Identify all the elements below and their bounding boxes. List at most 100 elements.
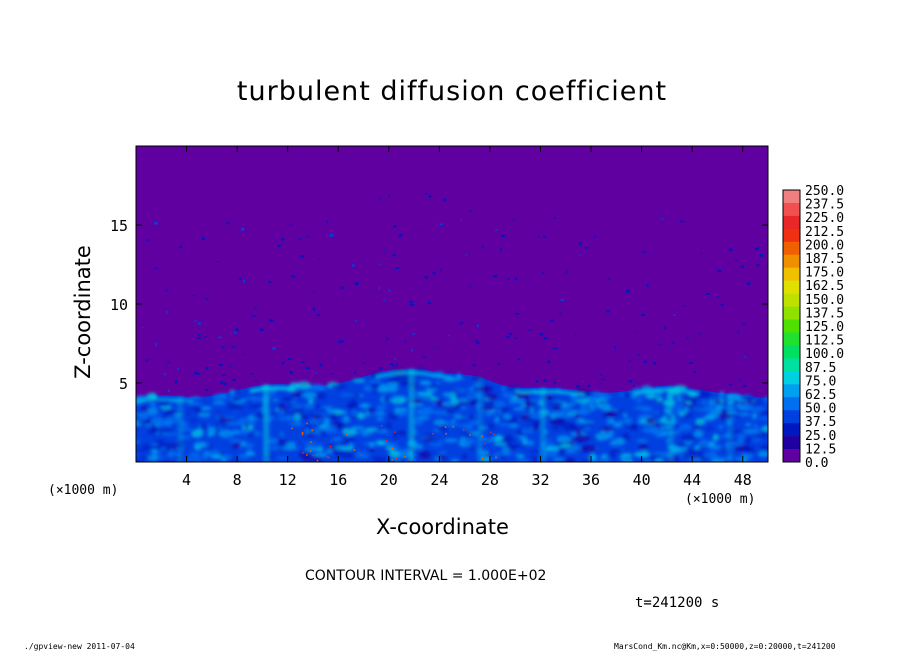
turbulent-speck bbox=[386, 337, 389, 341]
turbulent-speck bbox=[547, 360, 551, 363]
turbulence-texture bbox=[136, 367, 768, 462]
turbulent-speck bbox=[497, 363, 501, 365]
turbulent-speck bbox=[164, 373, 166, 376]
turbulent-speck bbox=[392, 254, 396, 257]
turbulent-speck bbox=[554, 381, 556, 384]
turbulent-speck bbox=[215, 261, 220, 263]
turbulent-speck bbox=[198, 334, 201, 336]
turbulent-speck bbox=[550, 319, 554, 323]
turbulent-speck bbox=[626, 289, 630, 293]
turbulent-speck bbox=[226, 222, 230, 225]
turbulent-speck bbox=[743, 356, 747, 358]
turbulent-speck bbox=[154, 267, 158, 270]
turbulent-speck bbox=[194, 320, 198, 322]
turbulent-speck bbox=[476, 324, 479, 327]
hot-speck bbox=[445, 432, 447, 435]
hot-speck bbox=[326, 456, 329, 458]
turbulent-speck bbox=[392, 365, 394, 367]
turbulent-speck bbox=[499, 248, 502, 251]
turbulent-speck bbox=[354, 282, 359, 285]
turbulent-speck bbox=[281, 361, 285, 365]
x-axis: 4 8 12 16 20 24 28 32 36 40 44 48 bbox=[182, 146, 752, 489]
turbulent-speck bbox=[388, 289, 391, 292]
turbulent-speck bbox=[300, 255, 305, 258]
hot-speck bbox=[481, 435, 483, 438]
colorbar-swatch bbox=[783, 358, 800, 372]
turbulent-speck bbox=[318, 258, 321, 260]
colorbar-label: 162.5 bbox=[805, 279, 844, 294]
turbulent-speck bbox=[539, 333, 544, 336]
turbulent-speck bbox=[254, 307, 257, 310]
hot-speck bbox=[452, 426, 454, 428]
turbulent-speck bbox=[240, 227, 245, 231]
turbulent-speck bbox=[608, 277, 611, 281]
turbulent-speck bbox=[653, 361, 657, 365]
hot-speck bbox=[469, 434, 471, 436]
hot-speck bbox=[432, 433, 434, 435]
colorbar-swatch bbox=[783, 267, 800, 281]
turbulent-speck bbox=[233, 331, 237, 334]
hot-speck bbox=[302, 452, 304, 454]
turbulent-speck bbox=[735, 259, 738, 261]
turbulent-speck bbox=[600, 373, 602, 376]
colorbar-swatch bbox=[783, 254, 800, 269]
hot-speck bbox=[404, 455, 406, 458]
turbulent-speck bbox=[194, 371, 198, 375]
turbulent-speck bbox=[740, 379, 742, 382]
turbulent-speck bbox=[424, 276, 429, 279]
turbulent-speck bbox=[342, 340, 345, 342]
x-tick-label: 36 bbox=[582, 471, 600, 489]
hot-speck bbox=[493, 433, 495, 435]
turbulent-speck bbox=[514, 277, 517, 281]
turbulent-speck bbox=[231, 346, 235, 348]
turbulent-speck bbox=[291, 275, 296, 278]
turbulent-speck bbox=[641, 313, 645, 316]
y-tick-label: 10 bbox=[110, 296, 128, 314]
colorbar-swatch bbox=[783, 371, 800, 385]
turbulent-speck bbox=[223, 382, 227, 386]
turbulent-speck bbox=[515, 312, 520, 315]
turbulent-speck bbox=[250, 373, 254, 375]
turbulent-speck bbox=[682, 305, 685, 307]
hot-speck bbox=[395, 457, 397, 460]
turbulent-speck bbox=[398, 234, 402, 237]
turbulent-speck bbox=[460, 365, 462, 368]
turbulent-speck bbox=[395, 267, 400, 269]
turbulent-speck bbox=[204, 335, 207, 338]
hot-speck bbox=[490, 431, 492, 434]
turbulent-speck bbox=[175, 380, 178, 384]
turbulent-speck bbox=[717, 295, 719, 298]
colorbar-swatch bbox=[783, 410, 800, 424]
turbulent-speck bbox=[646, 284, 649, 287]
hot-speck bbox=[301, 432, 304, 434]
turbulent-speck bbox=[329, 233, 334, 237]
colorbar-label: 100.0 bbox=[805, 347, 844, 362]
turbulent-speck bbox=[439, 223, 443, 225]
turbulent-speck bbox=[542, 379, 547, 382]
hot-speck bbox=[411, 434, 413, 437]
colorbar-label: 112.5 bbox=[805, 334, 844, 349]
turbulent-speck bbox=[543, 235, 546, 238]
turbulent-speck bbox=[343, 297, 345, 299]
colorbar-label: 25.0 bbox=[805, 429, 836, 444]
turbulent-speck bbox=[673, 314, 676, 316]
turbulent-speck bbox=[235, 328, 239, 331]
turbulent-speck bbox=[410, 303, 415, 307]
turbulent-speck bbox=[632, 384, 635, 387]
turbulent-speck bbox=[168, 361, 170, 363]
turbulent-speck bbox=[424, 192, 428, 195]
hot-speck bbox=[495, 456, 497, 459]
y-axis: 5 10 15 bbox=[110, 217, 768, 393]
turbulent-speck bbox=[541, 272, 545, 274]
turbulent-speck bbox=[663, 326, 666, 329]
turbulent-speck bbox=[307, 236, 310, 238]
turbulent-speck bbox=[754, 247, 759, 250]
turbulent-speck bbox=[301, 361, 305, 364]
hot-speck bbox=[439, 424, 441, 427]
turbulent-speck bbox=[272, 347, 276, 350]
turbulent-speck bbox=[229, 366, 232, 368]
turbulent-speck bbox=[699, 332, 702, 335]
turbulent-speck bbox=[593, 236, 597, 238]
turbulent-speck bbox=[232, 379, 236, 382]
